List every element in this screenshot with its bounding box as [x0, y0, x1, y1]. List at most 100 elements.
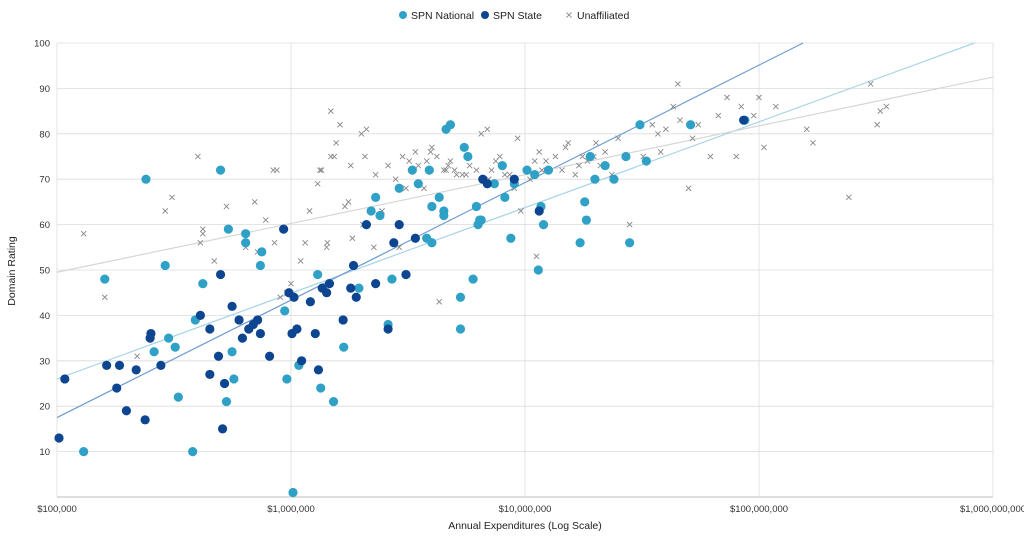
- scatter-point: [310, 328, 320, 339]
- scatter-point: [279, 224, 289, 234]
- scatter-point: [205, 324, 215, 334]
- scatter-point: [685, 185, 692, 192]
- scatter-point: [327, 108, 334, 115]
- scatter-point: [253, 315, 263, 325]
- scatter-point: [451, 167, 458, 174]
- scatter-point: [255, 328, 266, 339]
- scatter-point: [366, 206, 376, 216]
- x-tick-label: $10,000,000: [499, 504, 552, 515]
- scatter-point: [533, 253, 540, 260]
- legend-marker: [566, 12, 572, 18]
- scatter-point: [874, 121, 881, 128]
- scatter-point: [443, 167, 450, 174]
- scatter-point: [305, 297, 315, 307]
- scatter-point: [149, 347, 159, 357]
- scatter-point: [199, 230, 206, 237]
- scatter-point: [331, 153, 338, 160]
- scatter-point: [530, 170, 540, 180]
- y-tick-label: 20: [39, 402, 50, 413]
- scatter-point: [363, 126, 370, 133]
- scatter-point: [724, 94, 730, 101]
- scatter-point: [227, 347, 237, 357]
- scatter-point: [674, 80, 681, 87]
- scatter-point: [221, 397, 232, 407]
- scatter-point: [496, 153, 503, 160]
- scatter-point: [433, 153, 440, 160]
- scatter-point: [333, 139, 340, 146]
- scatter-point: [689, 135, 696, 142]
- scatter-point: [455, 324, 466, 334]
- y-tick-label: 10: [39, 447, 50, 458]
- scatter-point: [424, 165, 434, 175]
- scatter-point: [317, 167, 323, 174]
- scatter-point: [581, 215, 592, 225]
- scatter-point: [370, 244, 377, 251]
- legend: SPN National SPN State Unaffiliated: [399, 10, 630, 22]
- scatter-point: [351, 292, 361, 302]
- scatter-point: [354, 283, 364, 293]
- scatter-point: [337, 121, 343, 128]
- y-tick-label: 100: [34, 39, 50, 50]
- scatter-point: [288, 280, 294, 287]
- scatter-point: [625, 238, 635, 248]
- scatter-point: [585, 151, 595, 162]
- scatter-point: [211, 258, 218, 264]
- scatter-point: [453, 171, 460, 178]
- trendline: [56, 42, 804, 419]
- scatter-point: [803, 126, 810, 133]
- scatter-point: [316, 383, 326, 393]
- scatter-point: [473, 167, 480, 174]
- scatter-point: [217, 424, 228, 434]
- scatter-point: [517, 208, 524, 214]
- scatter-point: [559, 167, 565, 174]
- scatter-point: [227, 301, 237, 311]
- scatter-point: [282, 374, 292, 384]
- scatter-point: [412, 149, 419, 155]
- scatter-point: [407, 165, 417, 175]
- scatter-point: [318, 167, 325, 174]
- scatter-point: [538, 167, 545, 174]
- y-tick-label: 30: [39, 356, 50, 367]
- y-tick-label: 90: [39, 84, 50, 95]
- scatter-point: [522, 165, 532, 175]
- scatter-point: [348, 260, 359, 271]
- scatter-point: [160, 260, 170, 271]
- scatter-point: [114, 360, 125, 370]
- scatter-point: [297, 258, 304, 264]
- trendline: [56, 42, 975, 380]
- legend-item: Unaffiliated: [566, 10, 630, 22]
- x-tick-label: $100,000: [37, 504, 77, 515]
- scatter-point: [347, 162, 354, 169]
- legend-item: SPN National: [399, 10, 474, 22]
- scatter-point: [543, 158, 549, 164]
- scatter-point: [215, 269, 226, 280]
- scatter-point: [112, 383, 122, 393]
- scatter-point: [685, 120, 696, 130]
- scatter-point: [79, 447, 89, 457]
- scatter-point: [54, 433, 64, 443]
- scatter-point: [489, 179, 500, 189]
- scatter-point: [677, 117, 684, 124]
- scatter-point: [415, 162, 422, 169]
- scatter-point: [466, 162, 473, 169]
- scatter-point: [575, 238, 585, 248]
- scatter-point: [60, 374, 70, 384]
- scatter-point: [241, 238, 251, 248]
- scatter-point: [257, 247, 267, 257]
- trendline: [56, 76, 994, 273]
- scatter-point: [514, 135, 521, 142]
- scatter-point: [695, 121, 702, 128]
- y-axis-ticks: 10 20 30 40 50 60 70 80 90 100: [34, 39, 50, 459]
- scatter-point: [635, 120, 645, 130]
- scatter-point: [273, 167, 280, 174]
- scatter-point: [445, 120, 456, 130]
- scatter-point: [649, 121, 656, 128]
- scatter-point: [488, 167, 495, 174]
- scatter-point: [188, 447, 198, 457]
- scatter-point: [845, 194, 852, 201]
- scatter-point: [534, 206, 544, 216]
- y-tick-label: 80: [39, 129, 50, 140]
- scatter-point: [345, 198, 352, 205]
- scatter-point: [302, 239, 309, 246]
- scatter-point: [506, 233, 516, 243]
